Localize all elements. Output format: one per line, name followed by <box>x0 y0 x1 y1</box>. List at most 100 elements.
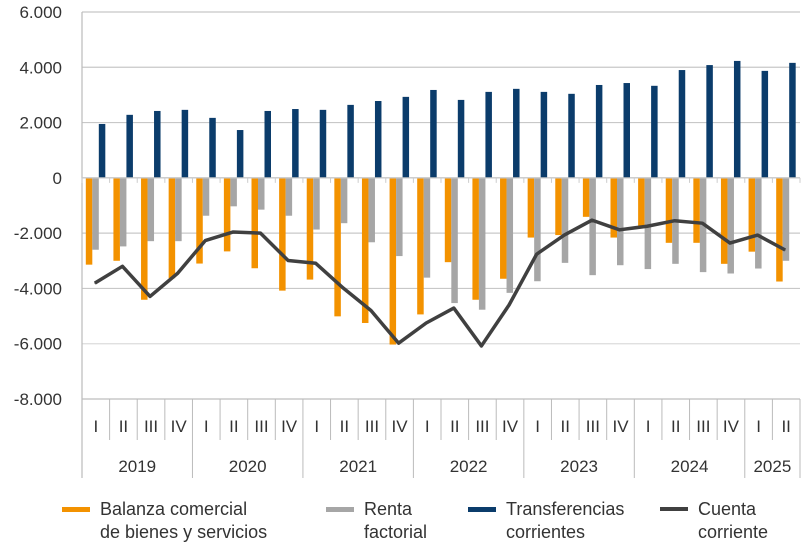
year-label: 2020 <box>229 457 267 476</box>
bar-0 <box>113 177 120 261</box>
line-point <box>177 272 179 274</box>
bar-0 <box>141 177 148 300</box>
bar-2 <box>181 109 189 178</box>
bar-0 <box>748 177 756 252</box>
legend-label: Renta factorial <box>364 499 428 542</box>
bar-1 <box>230 177 237 207</box>
x-tick-label: I <box>425 417 430 436</box>
y-tick-label: 4.000 <box>19 58 62 77</box>
bar-2 <box>789 62 796 178</box>
bar-0 <box>168 177 176 279</box>
year-label: 2022 <box>450 457 488 476</box>
line-point <box>701 222 703 224</box>
x-tick-label: IV <box>392 417 409 436</box>
line-point <box>260 232 261 234</box>
legend-label: Cuenta corriente <box>698 499 769 542</box>
legend-swatch <box>660 507 688 511</box>
y-tick-label: -4.000 <box>14 279 62 298</box>
bar-0 <box>665 177 673 243</box>
bar-2 <box>485 91 492 178</box>
x-tick-label: II <box>671 417 680 436</box>
line-point <box>536 253 538 255</box>
bar-1 <box>755 177 762 269</box>
bar-2 <box>457 99 465 178</box>
bar-1 <box>258 177 265 210</box>
bar-1 <box>506 177 514 293</box>
legend-label: Transferencias corrientes <box>506 499 625 542</box>
legend-label: Balanza comercial de bienes y servicios <box>100 499 268 542</box>
bar-0 <box>361 177 369 323</box>
bar-0 <box>555 177 562 236</box>
line-point <box>149 295 151 297</box>
year-label: 2024 <box>671 457 709 476</box>
bar-1 <box>147 177 155 242</box>
x-tick-label: IV <box>612 417 629 436</box>
x-tick-label: I <box>204 417 209 436</box>
bar-1 <box>202 177 210 216</box>
x-tick-label: III <box>586 417 600 436</box>
year-label: 2019 <box>118 457 156 476</box>
bar-0 <box>500 177 507 279</box>
bar-2 <box>706 65 713 178</box>
bar-1 <box>340 177 348 224</box>
x-tick-label: IV <box>281 417 298 436</box>
line-point <box>480 345 482 347</box>
bar-0 <box>417 177 424 315</box>
bar-0 <box>196 177 203 264</box>
line-point <box>287 260 289 262</box>
line-point <box>425 322 427 324</box>
x-tick-label: III <box>254 417 268 436</box>
x-tick-label: II <box>340 417 349 436</box>
x-tick-label: I <box>314 417 319 436</box>
x-tick-label: II <box>450 417 459 436</box>
bar-2 <box>347 104 354 178</box>
bar-2 <box>402 96 410 178</box>
y-tick-label: 2.000 <box>19 114 62 133</box>
legend-item: Renta factorial <box>326 498 427 544</box>
legend-swatch <box>468 507 496 512</box>
x-tick-label: III <box>475 417 489 436</box>
legend-item: Cuenta corriente <box>660 498 768 544</box>
bar-1 <box>368 177 375 243</box>
y-tick-label: -8.000 <box>14 390 62 409</box>
y-tick-label: 0 <box>53 169 62 188</box>
y-tick-label: 6.000 <box>19 3 62 22</box>
y-tick-label: -6.000 <box>14 335 62 354</box>
line-point <box>398 342 400 344</box>
bar-2 <box>374 101 382 178</box>
line-point <box>453 307 455 309</box>
bar-1 <box>175 177 182 242</box>
bar-0 <box>389 177 397 345</box>
bar-0 <box>472 177 479 300</box>
year-label: 2023 <box>560 457 598 476</box>
legend-item: Transferencias corrientes <box>468 498 624 544</box>
bar-2 <box>319 109 327 178</box>
line-point <box>94 282 96 284</box>
bar-2 <box>236 130 244 178</box>
x-tick-label: II <box>781 417 790 436</box>
line-point <box>232 231 234 233</box>
line-point <box>591 219 593 221</box>
bar-1 <box>617 177 624 266</box>
x-tick-label: IV <box>723 417 740 436</box>
bar-0 <box>306 177 314 280</box>
bar-1 <box>451 177 458 304</box>
bar-0 <box>444 177 452 263</box>
x-tick-label: II <box>229 417 238 436</box>
bar-1 <box>589 177 596 276</box>
bar-1 <box>644 177 652 270</box>
bar-0 <box>638 177 645 226</box>
bar-1 <box>396 177 403 257</box>
x-tick-label: IV <box>171 417 188 436</box>
legend-swatch <box>326 507 354 512</box>
bar-1 <box>727 177 734 274</box>
x-tick-label: III <box>144 417 158 436</box>
bar-2 <box>209 117 216 178</box>
line-point <box>646 225 648 227</box>
bar-2 <box>98 123 106 178</box>
line-point <box>563 234 565 236</box>
x-tick-label: I <box>93 417 98 436</box>
bar-0 <box>279 177 286 291</box>
bar-2 <box>154 110 161 178</box>
line-point <box>508 304 510 306</box>
